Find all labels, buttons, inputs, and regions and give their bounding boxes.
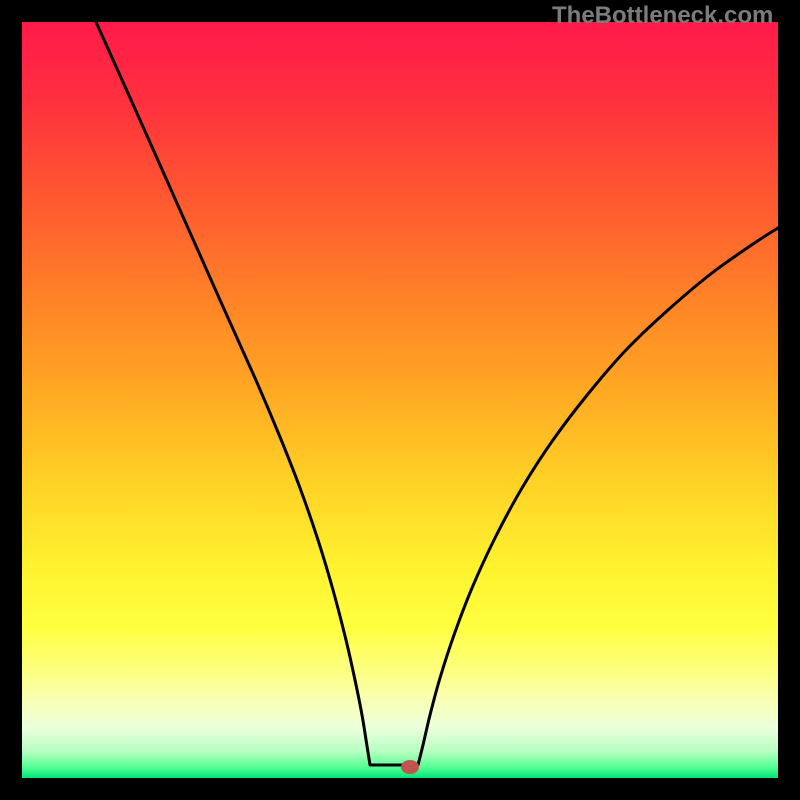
optimal-point-marker <box>401 760 419 774</box>
chart-frame: TheBottleneck.com <box>0 0 800 800</box>
watermark-text: TheBottleneck.com <box>552 2 773 30</box>
gradient-plot-area <box>22 22 778 778</box>
chart-svg <box>0 0 800 800</box>
